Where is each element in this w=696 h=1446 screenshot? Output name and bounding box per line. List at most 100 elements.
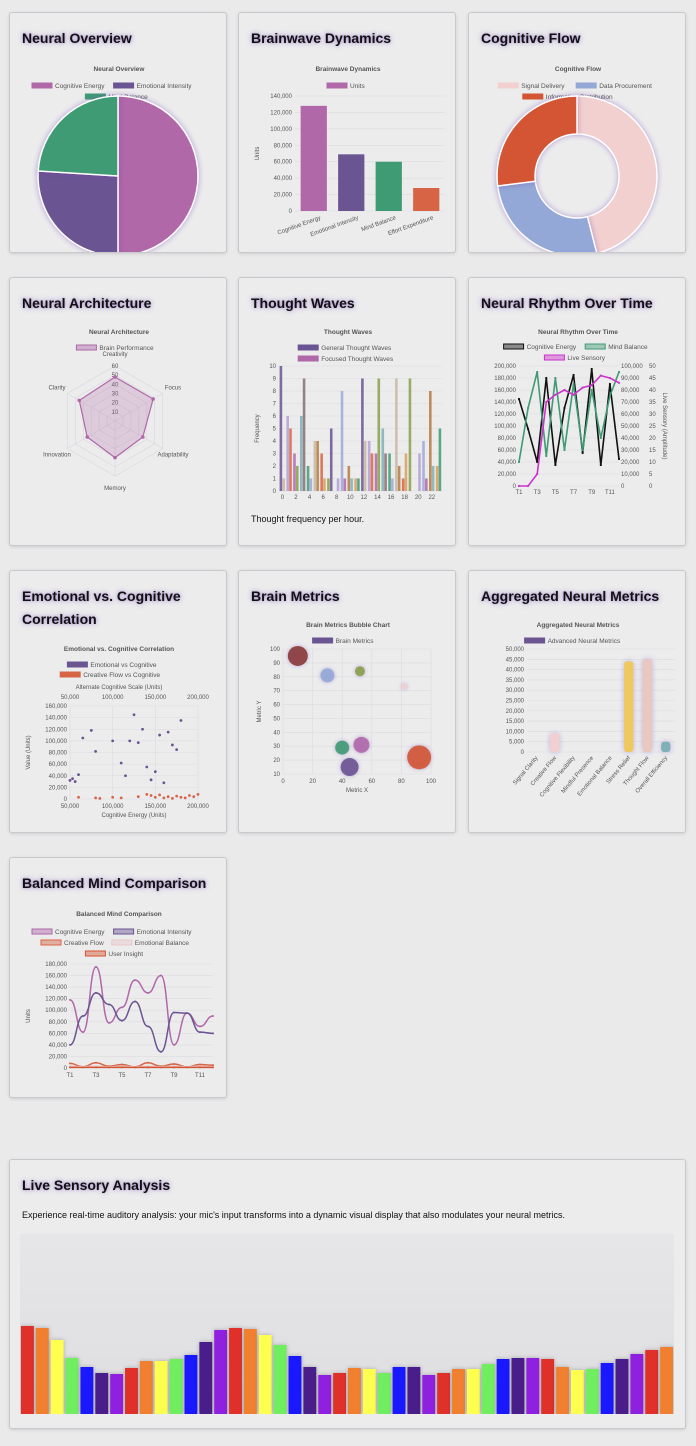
- bar: [282, 478, 285, 491]
- y-tick-label: 30,000: [506, 688, 525, 694]
- y-tick-label: 100,000: [45, 739, 67, 745]
- y-tick-label: 0: [513, 484, 517, 490]
- series-point: [536, 472, 539, 476]
- y-tick-label: 20,000: [498, 472, 517, 478]
- visualizer-bar: [318, 1375, 332, 1414]
- chart-title: Brain Metrics Bubble Chart: [306, 622, 391, 629]
- legend-label: Emotional vs Cognitive: [90, 662, 156, 669]
- card-title: Brain Metrics: [251, 588, 340, 604]
- scatter-point: [81, 736, 85, 740]
- bubble: [407, 745, 432, 770]
- series-point: [108, 1021, 110, 1024]
- bar: [422, 441, 425, 491]
- y-tick-label: 60: [273, 703, 280, 709]
- y-tick-label: 80,000: [49, 1020, 68, 1026]
- chart-title: Neural Rhythm Over Time: [538, 329, 618, 336]
- card-title: Brainwave Dynamics: [251, 30, 392, 46]
- visualizer-bar: [139, 1361, 153, 1414]
- bar: [391, 478, 394, 491]
- chart-title: Emotional vs. Cognitive Correlation: [64, 646, 174, 653]
- y-tick-label: 80,000: [274, 143, 293, 149]
- x-axis-label: Metric X: [346, 788, 368, 794]
- scatter-point: [145, 765, 149, 769]
- series-point: [599, 436, 602, 440]
- visualizer-bar: [407, 1367, 421, 1414]
- visualizer-bar: [422, 1375, 436, 1414]
- y-tick-label: 80: [273, 675, 280, 681]
- x-tick-label: T9: [170, 1073, 178, 1079]
- legend-swatch: [59, 671, 81, 678]
- bar: [642, 659, 652, 752]
- scatter-point: [179, 795, 183, 799]
- bar: [375, 161, 402, 211]
- x-tick-label: T3: [534, 490, 542, 496]
- y-tick-label: 50: [273, 716, 280, 722]
- series-point: [173, 1062, 175, 1065]
- series-point: [608, 376, 612, 380]
- r-tick-label: 60: [112, 364, 119, 370]
- y2-tick-label: 45: [649, 376, 656, 382]
- y-tick-label: 160,000: [494, 388, 516, 394]
- bar: [340, 391, 344, 491]
- series-point: [545, 376, 548, 380]
- card-title: Cognitive Flow: [481, 30, 581, 46]
- x-tick-label: 10: [347, 495, 354, 501]
- x-tick-label: 14: [374, 495, 381, 501]
- y-tick-label: 20,000: [49, 785, 68, 791]
- y-tick-label: 20: [273, 758, 280, 764]
- legend-swatch: [84, 950, 106, 957]
- legend-swatch: [543, 354, 565, 361]
- bar: [661, 741, 671, 752]
- legend-swatch: [297, 355, 319, 362]
- y-tick-label: 200,000: [494, 364, 516, 370]
- visualizer-bar: [615, 1359, 629, 1414]
- visualizer-bar: [630, 1354, 644, 1414]
- series-point: [199, 1066, 201, 1069]
- series-point: [517, 397, 521, 401]
- series-point: [95, 1066, 97, 1069]
- y-tick-label: 140,000: [45, 716, 67, 722]
- series-point: [95, 991, 97, 994]
- series-point: [121, 1066, 123, 1069]
- series-point: [95, 1061, 97, 1064]
- scatter-point: [158, 733, 162, 737]
- series-point: [590, 367, 593, 371]
- scatter-point: [132, 713, 136, 717]
- legend-label: Emotional Intensity: [137, 83, 193, 90]
- y-axis-label: Metric Y: [257, 701, 263, 723]
- x-axis-label: Cognitive Energy (Units): [101, 813, 166, 819]
- legend-swatch: [326, 82, 348, 89]
- y-tick-label: 80,000: [498, 436, 517, 442]
- visualizer-bar: [35, 1328, 49, 1414]
- series-point: [212, 1064, 214, 1067]
- series-point: [69, 998, 71, 1001]
- x-tick-label: T5: [118, 1073, 126, 1079]
- visualizer-bar: [21, 1326, 34, 1414]
- y2-tick-label: 35: [649, 400, 656, 406]
- bar: [425, 478, 428, 491]
- y1-tick-label: 60,000: [621, 412, 640, 418]
- x-tick-label: Mindful Presence: [561, 755, 596, 795]
- y-tick-label: 60,000: [49, 1031, 68, 1037]
- radar-spoke: [114, 420, 163, 449]
- x-tick-label: 18: [401, 495, 408, 501]
- y-tick-label: 8: [273, 389, 277, 395]
- card-thought-waves: Thought Waves Thought Waves General Thoug…: [238, 277, 456, 546]
- scatter-point: [175, 794, 179, 798]
- series-point: [147, 1061, 149, 1064]
- x-tick-label: Cognitive Flexibility: [539, 755, 577, 798]
- brainwave-dynamics-chart: Brainwave Dynamics Units 0 20,000 40,000 60,0…: [255, 66, 445, 238]
- radar-spoke: [114, 393, 163, 422]
- card-cognitive-flow: Cognitive Flow Cognitive Flow Signal Deli…: [468, 12, 686, 253]
- series-point: [186, 1012, 188, 1015]
- series-point: [147, 1025, 149, 1028]
- x-tick-label: 16: [388, 495, 395, 501]
- scatter-point: [94, 749, 97, 753]
- card-title: Emotional vs. Cognitive Correlation: [22, 588, 181, 627]
- x-tick-label: T7: [570, 490, 578, 496]
- x-tick-label: 60: [368, 779, 375, 785]
- bar: [329, 428, 333, 491]
- bar: [435, 466, 439, 491]
- balanced-mind-chart: Balanced Mind Comparison Cognitive Energy…: [26, 911, 214, 1079]
- series-line: [518, 371, 620, 463]
